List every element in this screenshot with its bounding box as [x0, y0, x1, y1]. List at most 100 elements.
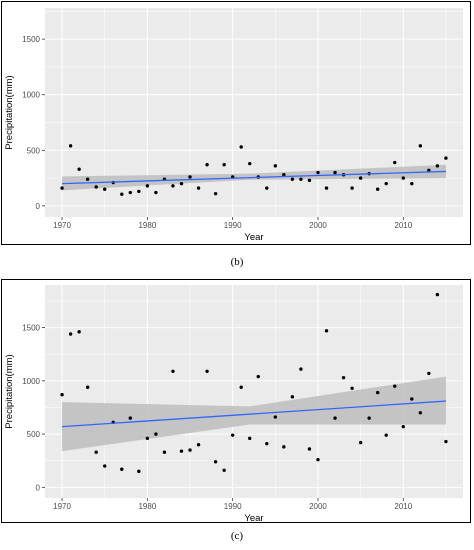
y-tick-label: 1000 — [22, 91, 40, 100]
data-point — [205, 163, 209, 167]
data-point — [85, 385, 90, 389]
data-point — [94, 185, 98, 189]
data-point — [222, 163, 226, 167]
data-point — [299, 177, 303, 181]
data-point — [179, 181, 184, 186]
data-point — [358, 176, 363, 180]
data-point — [188, 175, 192, 179]
x-axis-title: Year — [244, 232, 263, 243]
data-point — [384, 181, 388, 186]
data-point — [239, 385, 243, 389]
data-point — [393, 160, 397, 165]
data-point — [350, 186, 354, 190]
data-point — [77, 330, 81, 334]
data-point — [179, 449, 184, 453]
data-point — [410, 181, 414, 186]
data-point — [154, 432, 158, 436]
data-point — [120, 192, 124, 196]
y-tick-label: 0 — [36, 202, 41, 211]
data-point — [410, 397, 414, 401]
data-point — [103, 187, 107, 191]
y-tick-label: 0 — [36, 483, 41, 492]
data-point — [137, 189, 141, 194]
data-point — [128, 190, 133, 195]
x-tick-label: 1980 — [138, 502, 156, 511]
data-point — [393, 384, 397, 388]
data-point — [444, 156, 448, 160]
data-point — [435, 164, 440, 168]
data-point — [265, 441, 269, 446]
data-point — [222, 468, 226, 473]
data-point — [145, 436, 150, 441]
data-point — [196, 186, 201, 190]
data-point — [196, 443, 201, 447]
data-point — [324, 329, 329, 333]
trend-line — [62, 170, 446, 185]
data-point — [77, 167, 81, 171]
data-point — [418, 144, 423, 148]
data-point — [145, 184, 150, 188]
data-point — [128, 416, 133, 420]
chart-b: 1970 1980 1990 2000 2010 0 500 1000 1500 Year Prec… — [4, 8, 463, 243]
x-tick-label: 1990 — [224, 221, 242, 230]
data-point — [230, 433, 235, 437]
y-tick-label: 500 — [27, 146, 41, 155]
caption-c: (c) — [230, 530, 244, 542]
data-point — [384, 433, 388, 437]
data-point — [213, 191, 218, 196]
data-point — [418, 411, 423, 415]
data-point — [60, 392, 64, 397]
y-axis-title: Precipitation(mm) — [4, 354, 15, 428]
data-point — [401, 424, 405, 429]
data-point — [375, 187, 380, 191]
y-tick-label: 1000 — [22, 377, 40, 386]
data-point — [171, 369, 175, 373]
data-point — [375, 390, 380, 395]
data-point — [401, 176, 405, 180]
data-point — [299, 367, 303, 371]
data-point — [282, 173, 286, 177]
data-point — [68, 332, 73, 336]
data-point — [290, 395, 295, 399]
x-tick-label: 1980 — [138, 221, 156, 230]
data-point — [316, 170, 320, 175]
y-tick-label: 500 — [27, 430, 41, 439]
data-point — [120, 467, 124, 471]
data-point — [282, 445, 286, 449]
data-point — [205, 369, 209, 373]
data-point — [324, 186, 329, 190]
data-point — [273, 415, 278, 419]
y-axis-title: Precipitation(mm) — [4, 75, 15, 149]
data-point — [239, 145, 243, 149]
x-tick-label: 2000 — [309, 221, 327, 230]
trend-line — [62, 400, 446, 428]
y-tick-label: 1500 — [22, 324, 40, 333]
data-point — [68, 144, 73, 148]
x-tick-label: 2010 — [394, 502, 412, 511]
data-point — [273, 164, 278, 168]
data-point — [307, 447, 312, 451]
data-point — [358, 440, 363, 445]
data-point — [333, 170, 337, 175]
x-tick-label: 1970 — [53, 502, 71, 511]
data-point — [248, 436, 252, 441]
data-point — [435, 292, 440, 297]
data-point — [307, 178, 312, 183]
x-tick-label: 2010 — [394, 221, 412, 230]
data-point — [256, 374, 260, 379]
data-point — [427, 168, 431, 173]
data-point — [137, 469, 141, 474]
data-point — [213, 460, 218, 464]
data-point — [265, 186, 269, 190]
data-point — [248, 161, 252, 166]
data-point — [290, 177, 295, 181]
data-point — [162, 450, 167, 454]
x-tick-label: 1970 — [53, 221, 71, 230]
data-point — [94, 450, 98, 454]
x-tick-label: 1990 — [224, 502, 242, 511]
data-point — [171, 184, 175, 188]
data-point — [367, 416, 371, 420]
data-point — [154, 190, 158, 195]
data-point — [333, 416, 337, 420]
